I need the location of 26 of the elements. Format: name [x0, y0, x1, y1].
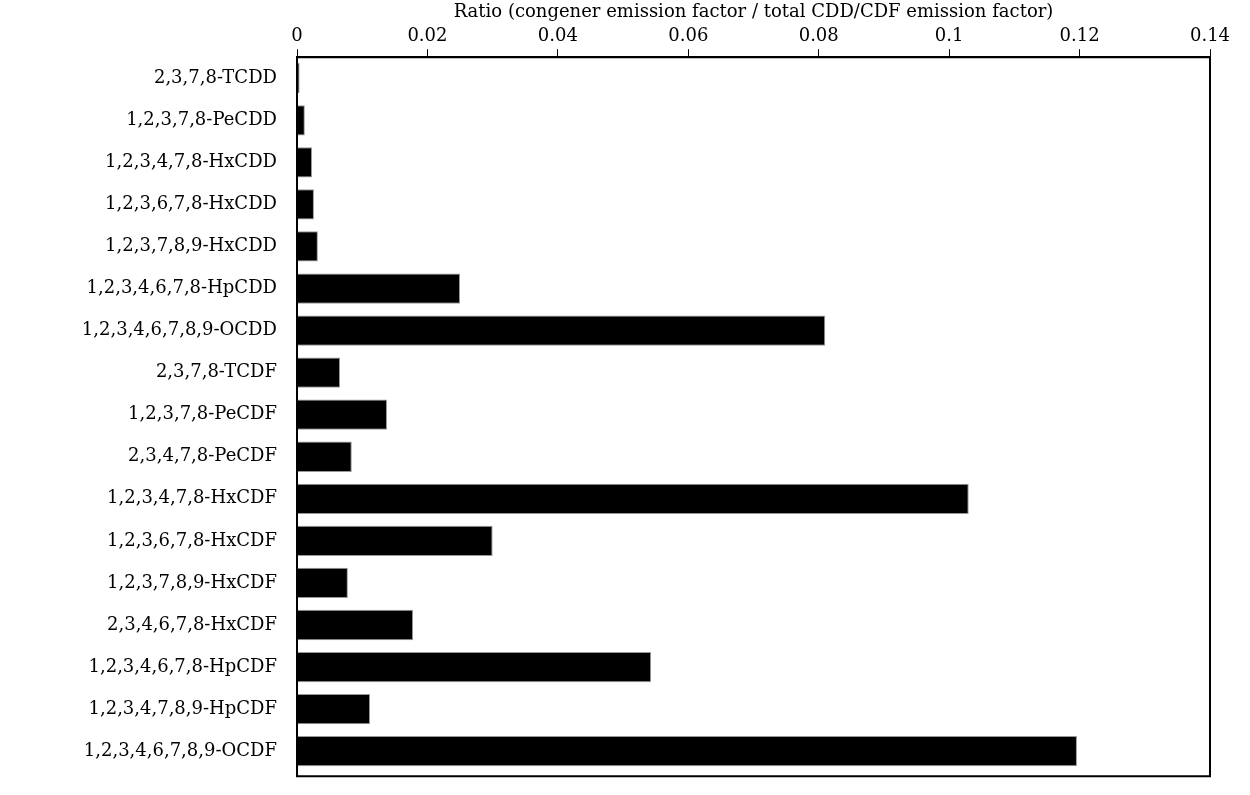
y-tick-label: 1,2,3,4,6,7,8,9-OCDF: [83, 738, 277, 760]
y-tick-label: 1,2,3,7,8-PeCDD: [126, 107, 277, 129]
x-axis-title: Ratio (congener emission factor / total CDD/CDF emission factor): [453, 0, 1054, 22]
y-tick-label: 2,3,7,8-TCDF: [155, 360, 277, 382]
x-tick-label: 0.14: [1189, 24, 1231, 46]
y-tick-label: 1,2,3,4,7,8,9-HpCDF: [88, 696, 277, 718]
y-tick-label: 2,3,4,7,8-PeCDF: [128, 444, 277, 466]
y-tick-label: 1,2,3,4,6,7,8-HpCDD: [86, 276, 277, 298]
y-tick-label: 1,2,3,4,7,8-HxCDD: [105, 150, 277, 172]
y-tick-label: 1,2,3,4,6,7,8,9-OCDD: [81, 318, 277, 340]
x-tick-label: 0.02: [407, 24, 448, 46]
y-tick-label: 1,2,3,6,7,8-HxCDF: [107, 528, 277, 550]
y-tick-label: 1,2,3,7,8-PeCDF: [128, 402, 277, 424]
y-tick-label: 2,3,4,6,7,8-HxCDF: [107, 612, 277, 634]
x-tick-label: 0.08: [798, 24, 839, 46]
y-tick-label: 1,2,3,6,7,8-HxCDD: [105, 192, 277, 214]
y-tick-label: 2,3,7,8-TCDD: [153, 65, 277, 87]
y-tick-label: 1,2,3,7,8,9-HxCDD: [105, 234, 277, 256]
x-tick-label: 0.06: [668, 24, 709, 46]
x-tick-label: 0.12: [1059, 24, 1100, 46]
x-tick-label: 0.1: [934, 24, 964, 46]
x-tick-label: 0.04: [537, 24, 578, 46]
y-tick-label: 1,2,3,4,6,7,8-HpCDF: [88, 654, 277, 676]
y-tick-label: 1,2,3,7,8,9-HxCDF: [107, 570, 277, 592]
x-tick-label: 0: [291, 24, 303, 46]
y-tick-label: 1,2,3,4,7,8-HxCDF: [107, 486, 277, 508]
